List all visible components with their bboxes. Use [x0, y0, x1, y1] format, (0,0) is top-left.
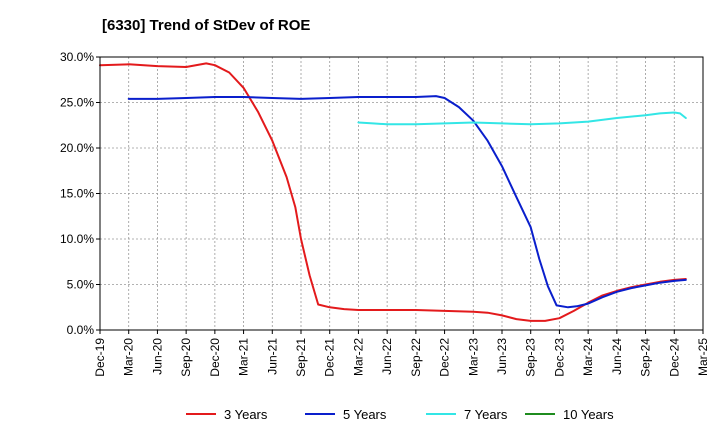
x-tick-label: Mar-22 [351, 338, 365, 376]
grid [100, 57, 703, 330]
x-tick-label: Sep-23 [524, 338, 538, 377]
x-tick-label: Jun-20 [150, 338, 164, 375]
x-tick-label: Sep-24 [639, 338, 653, 377]
x-axis: Dec-19 Mar-20 Jun-20 Sep-20 Dec-20 Mar-21 Jun-… [93, 330, 710, 377]
x-tick-label: Sep-22 [409, 338, 423, 377]
y-tick-label: 20.0% [60, 141, 94, 155]
x-tick-label: Dec-20 [208, 338, 222, 377]
legend-label-3-years: 3 Years [224, 407, 268, 422]
x-tick-label: Dec-19 [93, 338, 107, 377]
x-tick-label: Dec-23 [552, 338, 566, 377]
x-tick-label: Dec-21 [323, 338, 337, 377]
series-line-3-years [99, 62, 687, 322]
legend-label-10-years: 10 Years [563, 407, 614, 422]
x-tick-label: Dec-22 [438, 338, 452, 377]
x-tick-label: Sep-21 [294, 338, 308, 377]
series-line-7-years [357, 111, 687, 126]
series-layer [99, 62, 687, 322]
x-tick-label: Mar-20 [122, 338, 136, 376]
x-tick-label: Jun-22 [380, 338, 394, 375]
x-tick-label: Jun-23 [495, 338, 509, 375]
legend-label-7-years: 7 Years [464, 407, 508, 422]
x-tick-label: Dec-24 [667, 338, 681, 377]
y-tick-label: 10.0% [60, 232, 94, 246]
chart-title: [6330] Trend of StDev of ROE [102, 17, 310, 34]
y-tick-label: 0.0% [67, 323, 95, 337]
legend: 3 Years 5 Years 7 Years 10 Years [186, 407, 614, 422]
x-tick-label: Mar-24 [581, 338, 595, 376]
y-tick-label: 15.0% [60, 187, 94, 201]
series-line-5-years [127, 95, 687, 309]
y-axis: 0.0% 5.0% 10.0% 15.0% 20.0% 25.0% 30.0% [60, 50, 100, 337]
x-tick-label: Jun-21 [265, 338, 279, 375]
y-tick-label: 25.0% [60, 96, 94, 110]
y-tick-label: 5.0% [67, 278, 95, 292]
x-tick-label: Mar-25 [696, 338, 710, 376]
x-tick-label: Jun-24 [610, 338, 624, 375]
x-tick-label: Sep-20 [179, 338, 193, 377]
legend-label-5-years: 5 Years [343, 407, 387, 422]
x-tick-label: Mar-23 [466, 338, 480, 376]
y-tick-label: 30.0% [60, 50, 94, 64]
x-tick-label: Mar-21 [237, 338, 251, 376]
